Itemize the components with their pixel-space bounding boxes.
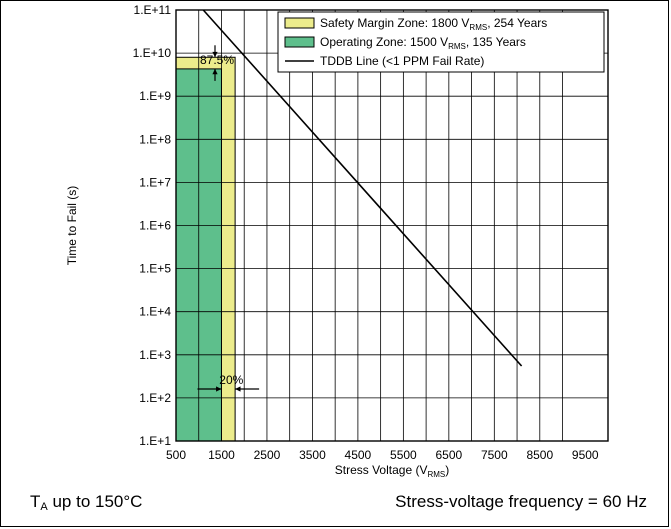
tddb-line (202, 9, 523, 367)
x-tick-label: 8500 (526, 448, 553, 462)
legend-label-safety: Safety Margin Zone: 1800 VRMS, 254 Years (320, 16, 547, 32)
tddb-chart: 1.E+1 1.E+2 1.E+3 1.E+4 1.E+5 1.E+6 1.E+7 1.E+8… (65, 3, 609, 479)
y-tick-label: 1.E+6 (139, 219, 171, 233)
annotation-20-percent: 20% (219, 373, 243, 387)
x-tick-label: 500 (166, 448, 186, 462)
legend-box (277, 11, 605, 73)
x-tick-label: 3500 (299, 448, 326, 462)
legend-swatch-operating (284, 36, 315, 48)
y-tick-label: 1.E+7 (139, 175, 171, 189)
zone-top-arrow-down-head (212, 51, 218, 58)
y-tick-label: 1.E+2 (139, 391, 171, 405)
zone-top-arrow-up-head (212, 68, 218, 75)
y-tick-label: 1.E+4 (139, 305, 171, 319)
x-tick-label: 1500 (208, 448, 235, 462)
x-tick-label: 9500 (572, 448, 599, 462)
zone-right-arrow-left-head (235, 386, 241, 392)
plot-area-border (175, 9, 609, 442)
temperature-note-sub: A (40, 501, 48, 513)
x-tick-label: 7500 (481, 448, 508, 462)
y-tick-label: 1.E+9 (139, 89, 171, 103)
x-tick-label: 5500 (390, 448, 417, 462)
x-tick-label: 6500 (435, 448, 462, 462)
temperature-note-main: T (30, 492, 41, 511)
frequency-note: Stress-voltage frequency = 60 Hz (395, 492, 647, 511)
legend-swatch-safety (284, 17, 315, 29)
y-axis-title: Time to Fail (s) (65, 186, 79, 266)
x-tick-label: 2500 (254, 448, 281, 462)
legend: Safety Margin Zone: 1800 VRMS, 254 Years… (277, 11, 605, 73)
legend-label-operating: Operating Zone: 1500 VRMS, 135 Years (320, 35, 526, 51)
temperature-note-tail: up to 150°C (47, 492, 143, 511)
y-tick-label: 1.E+10 (133, 46, 172, 60)
annotation-87-5-percent: 87.5% (200, 53, 234, 67)
y-tick-label: 1.E+5 (139, 262, 171, 276)
x-tick-label: 4500 (345, 448, 372, 462)
y-tick-label: 1.E+1 (139, 434, 171, 448)
temperature-note: TA up to 150°C (30, 492, 142, 513)
y-tick-label: 1.E+11 (134, 3, 172, 17)
legend-label-tddb: TDDB Line (<1 PPM Fail Rate) (320, 54, 484, 68)
y-tick-label: 1.E+3 (139, 348, 171, 362)
x-axis-title: Stress Voltage (VRMS) (335, 463, 450, 479)
zone-right-arrow-right-head (216, 386, 222, 392)
y-tick-label: 1.E+8 (139, 132, 171, 146)
